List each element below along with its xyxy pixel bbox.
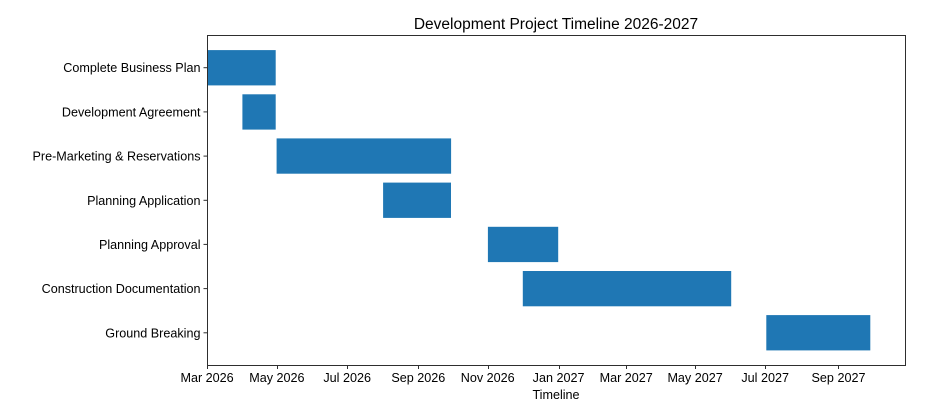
- svg-text:Mar 2027: Mar 2027: [600, 371, 653, 385]
- svg-text:Nov 2026: Nov 2026: [461, 371, 515, 385]
- svg-text:Jul 2026: Jul 2026: [323, 371, 371, 385]
- svg-text:Pre-Marketing & Reservations: Pre-Marketing & Reservations: [33, 150, 201, 164]
- svg-text:Jul 2027: Jul 2027: [741, 371, 789, 385]
- svg-text:May 2026: May 2026: [249, 371, 304, 385]
- svg-text:Complete Business Plan: Complete Business Plan: [63, 61, 200, 75]
- svg-text:Ground Breaking: Ground Breaking: [105, 326, 200, 340]
- svg-text:Development Agreement: Development Agreement: [62, 105, 201, 119]
- svg-text:Planning Application: Planning Application: [87, 194, 200, 208]
- svg-text:Timeline: Timeline: [532, 388, 579, 402]
- svg-text:Development Project Timeline 2: Development Project Timeline 2026-2027: [414, 16, 698, 33]
- svg-text:Sep 2026: Sep 2026: [391, 371, 445, 385]
- svg-text:Mar 2026: Mar 2026: [180, 371, 233, 385]
- svg-text:Planning Approval: Planning Approval: [99, 238, 201, 252]
- svg-text:May 2027: May 2027: [667, 371, 722, 385]
- svg-text:Sep 2027: Sep 2027: [812, 371, 866, 385]
- svg-text:Jan 2027: Jan 2027: [533, 371, 585, 385]
- svg-text:Construction Documentation: Construction Documentation: [42, 282, 201, 296]
